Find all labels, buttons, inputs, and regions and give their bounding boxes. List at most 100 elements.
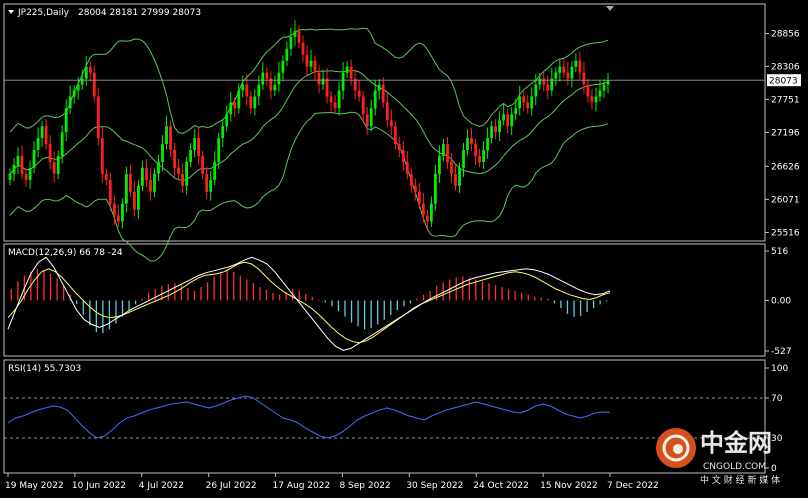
candle-body <box>498 120 501 133</box>
x-axis-label: 24 Oct 2022 <box>473 481 529 491</box>
macd-panel <box>3 243 766 357</box>
candle-body <box>393 126 397 145</box>
candle-body <box>309 60 313 67</box>
price-panel <box>3 3 766 242</box>
candle-body <box>430 203 433 222</box>
candle-body <box>438 156 441 174</box>
macd-title: MACD(12,26,9) 66 78 -24 <box>8 248 123 258</box>
macd-axis-label: -527 <box>771 347 791 357</box>
candle-body <box>56 156 60 174</box>
candle-body <box>44 126 48 145</box>
rsi-line <box>7 395 611 439</box>
candle-body <box>96 96 100 139</box>
candle-body <box>117 215 120 222</box>
candle-body <box>149 179 152 192</box>
candle-body <box>409 173 413 186</box>
candle-body <box>598 90 602 97</box>
x-axis-label: 8 Sep 2022 <box>339 481 390 491</box>
candle-body <box>113 203 116 216</box>
candle-body <box>478 156 481 162</box>
macd-axis-label: 0.00 <box>771 296 791 306</box>
candle-body <box>301 42 305 55</box>
candle-body <box>249 96 253 109</box>
candle-body <box>145 167 148 180</box>
macd-signal-line <box>7 261 611 344</box>
candle-body <box>462 150 465 168</box>
candle-body <box>470 138 473 145</box>
candle-body <box>414 185 417 192</box>
rsi-layer <box>4 395 765 439</box>
candle-body <box>590 96 594 103</box>
x-axis-label: 4 Jul 2022 <box>139 481 184 491</box>
candle-body <box>454 173 457 186</box>
candle-body <box>285 48 289 61</box>
candle-body <box>422 203 425 216</box>
chart-menu-icon[interactable] <box>8 10 14 14</box>
candle-body <box>217 138 221 162</box>
candle-body <box>253 96 257 109</box>
bollinger-lower <box>9 111 609 262</box>
candle-body <box>562 66 566 73</box>
x-axis-label: 19 May 2022 <box>5 481 64 491</box>
candle-body <box>534 84 538 97</box>
candle-body <box>426 215 429 222</box>
candle-body <box>92 72 96 97</box>
candle-body <box>337 90 341 109</box>
candle-body <box>418 191 421 204</box>
candle-body <box>546 84 550 91</box>
candle-body <box>361 96 365 115</box>
candle-body <box>76 84 80 91</box>
candle-body <box>213 161 217 180</box>
candle-body <box>221 126 225 139</box>
rsi-axis-label: 30 <box>771 434 783 444</box>
rsi-axis-label: 70 <box>771 394 783 404</box>
candle-body <box>185 161 188 186</box>
candle-body <box>329 96 333 103</box>
candle-body <box>32 150 36 168</box>
candle-body <box>257 84 261 97</box>
candle-body <box>293 30 297 37</box>
candle-body <box>205 173 209 192</box>
axes-layer: 28856 28306 27751 27196 26626 26071 25516 516 0.… <box>5 30 800 491</box>
x-axis-label: 30 Sep 2022 <box>406 481 463 491</box>
candle-body <box>48 144 52 162</box>
candle-body <box>233 102 237 109</box>
candle-body <box>594 96 598 103</box>
candle-body <box>88 66 92 73</box>
candle-body <box>125 173 128 204</box>
candle-body <box>606 80 610 85</box>
candle-body <box>486 138 489 150</box>
candle-body <box>64 108 68 133</box>
candle-body <box>297 30 301 43</box>
candle-body <box>193 138 196 150</box>
candle-body <box>550 78 554 91</box>
candle-body <box>333 102 337 109</box>
candle-body <box>434 173 437 204</box>
candle-body <box>40 126 44 139</box>
price-axis-label: 25516 <box>771 228 800 238</box>
price-axis-label: 27751 <box>771 95 800 105</box>
candle-body <box>377 84 381 91</box>
candle-body <box>229 102 233 115</box>
scroll-indicator-icon[interactable] <box>606 6 614 11</box>
candle-body <box>165 126 168 145</box>
rsi-panel <box>3 359 766 474</box>
x-axis-label: 17 Aug 2022 <box>273 481 331 491</box>
candle-body <box>265 72 269 79</box>
candle-body <box>570 66 574 79</box>
candle-body <box>52 161 56 174</box>
candle-body <box>558 66 562 73</box>
candle-body <box>514 108 518 115</box>
candle-body <box>369 108 373 127</box>
price-axis-label: 26071 <box>771 195 800 205</box>
current-price-box <box>767 74 801 87</box>
candle-body <box>108 179 112 204</box>
price-axis-label: 26626 <box>771 162 800 172</box>
candle-body <box>442 144 445 156</box>
candle-body <box>357 90 361 97</box>
candle-body <box>353 78 357 91</box>
macd-layer <box>7 256 611 351</box>
candle-body <box>68 96 72 109</box>
candle-body <box>173 150 176 168</box>
candle-body <box>381 84 385 103</box>
